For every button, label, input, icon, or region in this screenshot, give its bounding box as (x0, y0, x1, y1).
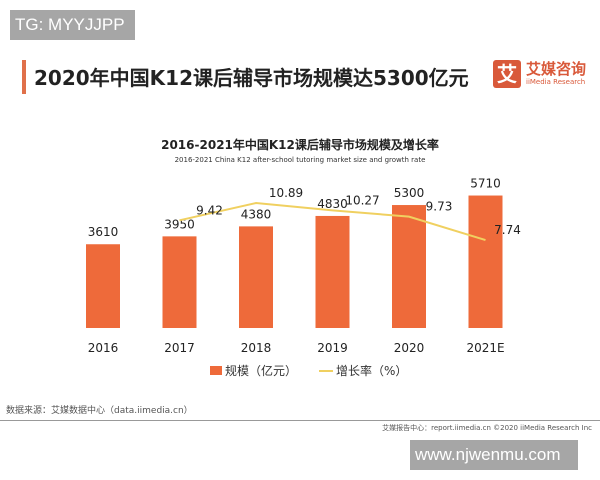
chart-title: 2016-2021年中国K12课后辅导市场规模及增长率 (161, 138, 439, 152)
x-tick-label: 2017 (164, 341, 195, 355)
iimedia-logo: 艾 艾媒咨询 iiMedia Research (493, 60, 586, 88)
watermark-bottom: www.njwenmu.com (410, 440, 578, 470)
title-accent-bar (22, 60, 26, 94)
watermark-top: TG: MYYJJPP (10, 10, 135, 40)
line-value-label: 10.89 (269, 186, 303, 200)
bar-value-label: 3950 (164, 217, 195, 231)
growth-line (179, 202, 486, 242)
line-value-label: 9.42 (196, 203, 223, 217)
data-source: 数据来源：艾媒数据中心（data.iimedia.cn） (6, 406, 193, 416)
footer-report: 艾媒报告中心：report.iimedia.cn ©2020 iiMedia R… (382, 424, 592, 432)
x-tick-label: 2020 (394, 341, 425, 355)
bar-value-label: 4380 (241, 207, 272, 221)
line-value-label: 9.73 (426, 200, 453, 214)
x-tick-label: 2018 (241, 341, 272, 355)
legend-bar-swatch (210, 366, 222, 375)
bar-value-label: 5710 (470, 177, 501, 191)
bar (239, 226, 273, 328)
legend-line-label: 增长率（%） (336, 364, 408, 378)
footer-divider (0, 420, 600, 421)
chart-subtitle: 2016-2021 China K12 after-school tutorin… (174, 156, 426, 164)
logo-en: iiMedia Research (526, 78, 586, 86)
page-title: 2020年中国K12课后辅导市场规模达5300亿元 (34, 66, 469, 90)
legend-bar-label: 规模（亿元） (225, 364, 298, 378)
logo-cn: 艾媒咨询 (526, 60, 587, 78)
legend: 规模（亿元） 增长率（%） (210, 362, 407, 379)
bar (392, 205, 426, 328)
line-value-label: 10.27 (345, 193, 379, 207)
bar (162, 236, 197, 328)
x-tick-label: 2019 (317, 341, 348, 355)
legend-line-swatch (319, 369, 334, 372)
bar-value-label: 3610 (88, 225, 119, 239)
line-value-label: 7.74 (494, 223, 521, 237)
x-tick-label: 2016 (88, 341, 119, 355)
logo-mark: 艾 (493, 60, 521, 88)
bar-value-label: 4830 (317, 197, 348, 211)
bar-value-label: 5300 (394, 186, 425, 200)
x-tick-label: 2021E (466, 341, 504, 355)
bar (315, 215, 350, 328)
bar (86, 244, 120, 328)
bar (468, 195, 503, 328)
